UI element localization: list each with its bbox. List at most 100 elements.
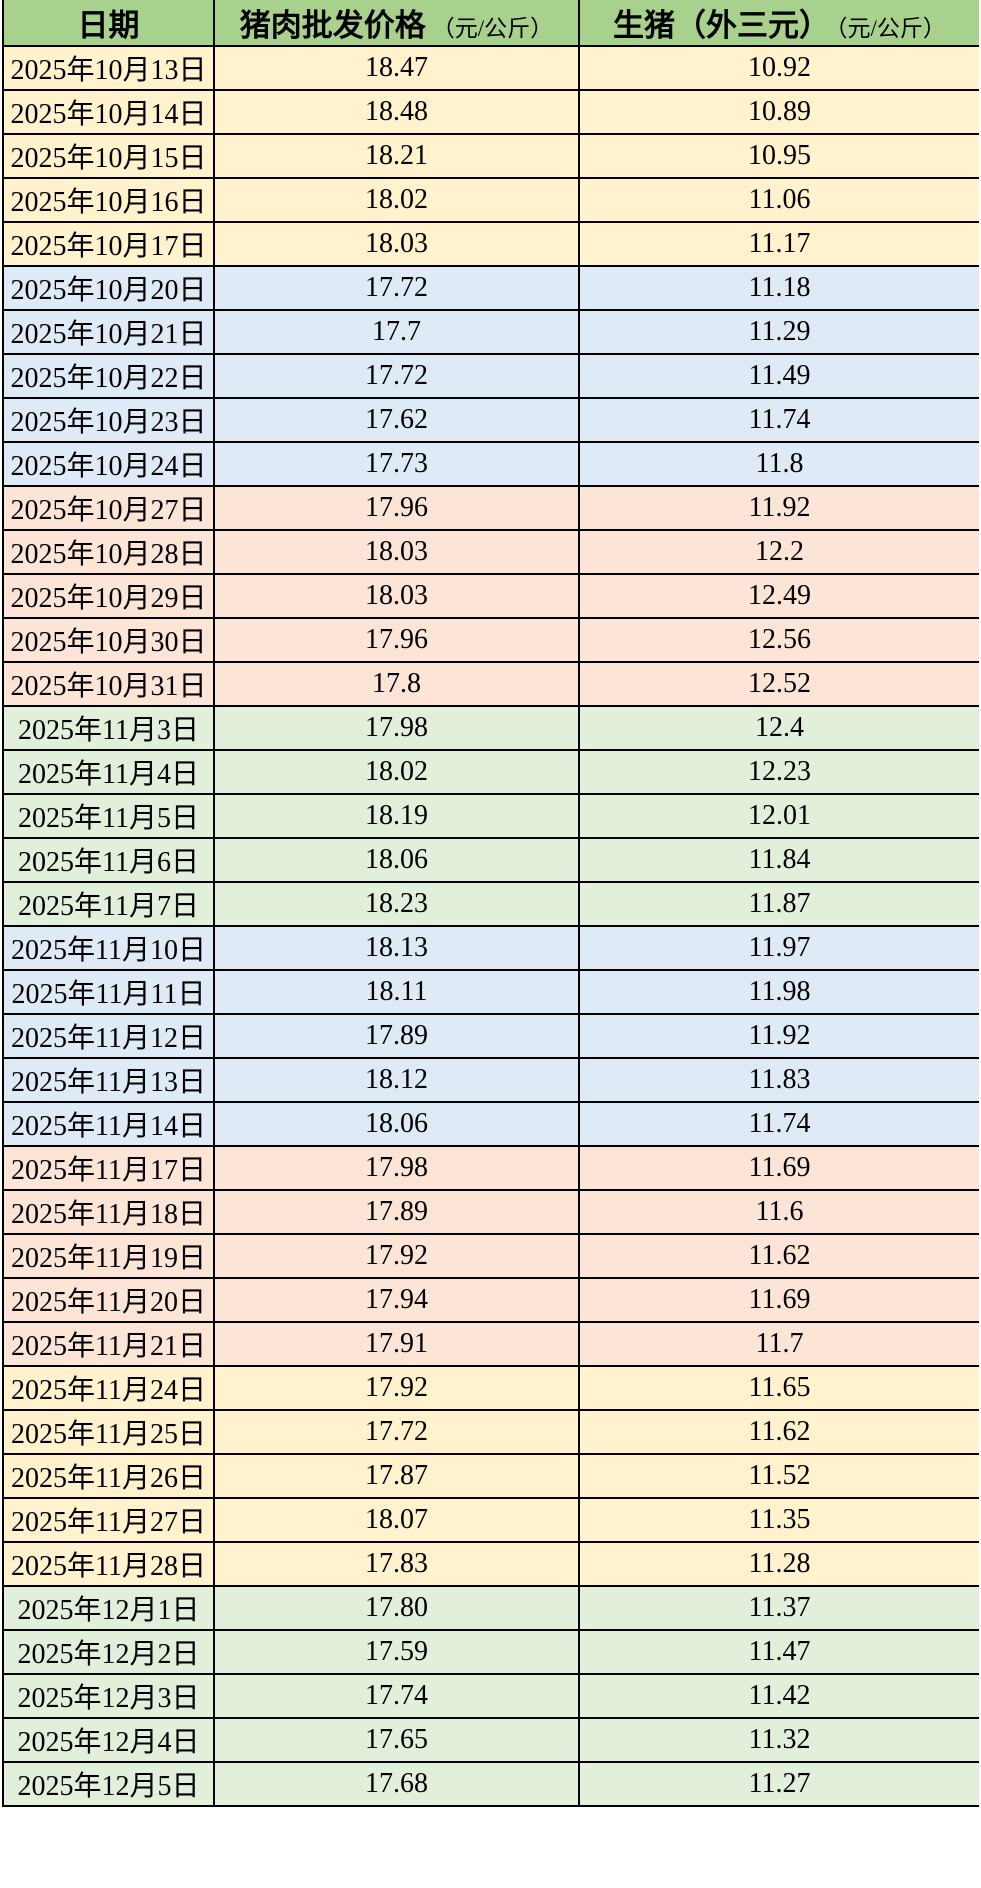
table-row: 2025年10月21日 17.7 11.29 [2,309,979,355]
table-row: 2025年11月19日 17.92 11.62 [2,1233,979,1279]
table-row: 2025年11月13日 18.12 11.83 [2,1057,979,1103]
hog-price-cell: 11.37 [578,1585,979,1631]
hog-price-cell: 12.2 [578,529,979,575]
pork-price-cell: 17.87 [213,1453,580,1499]
hog-price-cell: 11.97 [578,925,979,971]
hog-price-cell: 11.18 [578,265,979,311]
date-cell: 2025年10月27日 [2,485,215,531]
hog-price-cell: 11.74 [578,397,979,443]
date-cell: 2025年11月26日 [2,1453,215,1499]
hog-price-cell: 11.98 [578,969,979,1015]
header-hog-unit: （元/公斤） [836,16,946,41]
hog-price-cell: 12.4 [578,705,979,751]
table-row: 2025年11月3日 17.98 12.4 [2,705,979,751]
date-cell: 2025年12月2日 [2,1629,215,1675]
date-cell: 2025年10月21日 [2,309,215,355]
date-cell: 2025年11月24日 [2,1365,215,1411]
table-row: 2025年12月2日 17.59 11.47 [2,1629,979,1675]
date-cell: 2025年12月5日 [2,1761,215,1807]
table-row: 2025年12月4日 17.65 11.32 [2,1717,979,1763]
table-row: 2025年10月17日 18.03 11.17 [2,221,979,267]
pork-price-cell: 17.91 [213,1321,580,1367]
date-cell: 2025年11月14日 [2,1101,215,1147]
date-cell: 2025年11月27日 [2,1497,215,1543]
hog-price-cell: 11.47 [578,1629,979,1675]
pork-price-cell: 17.68 [213,1761,580,1807]
date-cell: 2025年10月14日 [2,89,215,135]
hog-price-cell: 11.17 [578,221,979,267]
date-cell: 2025年11月4日 [2,749,215,795]
pork-price-cell: 17.94 [213,1277,580,1323]
table-row: 2025年11月27日 18.07 11.35 [2,1497,979,1543]
header-pork-label: 猪肉批发价格 [239,8,426,43]
price-table: 日期 猪肉批发价格 （元/公斤） 生猪（外三元） （元/公斤） 2025年10月13… [2,0,979,1807]
hog-price-cell: 11.28 [578,1541,979,1587]
hog-price-cell: 11.42 [578,1673,979,1719]
hog-price-cell: 11.84 [578,837,979,883]
date-cell: 2025年11月7日 [2,881,215,927]
date-cell: 2025年11月20日 [2,1277,215,1323]
table-row: 2025年10月27日 17.96 11.92 [2,485,979,531]
pork-price-cell: 17.59 [213,1629,580,1675]
header-date-label: 日期 [77,8,140,43]
header-date: 日期 [2,0,215,47]
table-row: 2025年11月18日 17.89 11.6 [2,1189,979,1235]
table-row: 2025年10月16日 18.02 11.06 [2,177,979,223]
hog-price-cell: 11.29 [578,309,979,355]
hog-price-cell: 11.92 [578,485,979,531]
pork-price-cell: 18.47 [213,45,580,91]
date-cell: 2025年10月30日 [2,617,215,663]
hog-price-cell: 11.32 [578,1717,979,1763]
hog-price-cell: 11.6 [578,1189,979,1235]
table-row: 2025年10月13日 18.47 10.92 [2,45,979,91]
table-row: 2025年12月3日 17.74 11.42 [2,1673,979,1719]
header-hog-label: 生猪（外三元） [613,8,831,43]
pork-price-cell: 18.06 [213,837,580,883]
table-row: 2025年10月31日 17.8 12.52 [2,661,979,707]
hog-price-cell: 11.8 [578,441,979,487]
hog-price-cell: 11.65 [578,1365,979,1411]
table-row: 2025年11月26日 17.87 11.52 [2,1453,979,1499]
hog-price-cell: 11.69 [578,1277,979,1323]
hog-price-cell: 11.87 [578,881,979,927]
table-row: 2025年11月10日 18.13 11.97 [2,925,979,971]
table-row: 2025年10月15日 18.21 10.95 [2,133,979,179]
table-row: 2025年10月29日 18.03 12.49 [2,573,979,619]
pork-price-cell: 17.72 [213,353,580,399]
hog-price-cell: 11.49 [578,353,979,399]
date-cell: 2025年10月15日 [2,133,215,179]
date-cell: 2025年11月11日 [2,969,215,1015]
pork-price-cell: 17.98 [213,1145,580,1191]
pork-price-cell: 17.89 [213,1013,580,1059]
table-row: 2025年11月17日 17.98 11.69 [2,1145,979,1191]
table-row: 2025年11月20日 17.94 11.69 [2,1277,979,1323]
pork-price-cell: 17.83 [213,1541,580,1587]
date-cell: 2025年10月17日 [2,221,215,267]
pork-price-cell: 18.03 [213,221,580,267]
pork-price-cell: 17.72 [213,1409,580,1455]
pork-price-cell: 18.19 [213,793,580,839]
pork-price-cell: 17.62 [213,397,580,443]
date-cell: 2025年10月28日 [2,529,215,575]
date-cell: 2025年11月17日 [2,1145,215,1191]
hog-price-cell: 12.52 [578,661,979,707]
hog-price-cell: 12.23 [578,749,979,795]
date-cell: 2025年10月16日 [2,177,215,223]
pork-price-cell: 17.92 [213,1233,580,1279]
pork-price-cell: 18.23 [213,881,580,927]
date-cell: 2025年11月3日 [2,705,215,751]
pork-price-cell: 17.65 [213,1717,580,1763]
table-row: 2025年10月20日 17.72 11.18 [2,265,979,311]
date-cell: 2025年10月13日 [2,45,215,91]
table-row: 2025年11月21日 17.91 11.7 [2,1321,979,1367]
date-cell: 2025年11月10日 [2,925,215,971]
hog-price-cell: 11.35 [578,1497,979,1543]
header-pork-price: 猪肉批发价格 （元/公斤） [213,0,580,47]
hog-price-cell: 11.27 [578,1761,979,1807]
table-row: 2025年11月6日 18.06 11.84 [2,837,979,883]
pork-price-cell: 17.96 [213,617,580,663]
table-row: 2025年11月28日 17.83 11.28 [2,1541,979,1587]
date-cell: 2025年10月23日 [2,397,215,443]
hog-price-cell: 12.49 [578,573,979,619]
date-cell: 2025年11月28日 [2,1541,215,1587]
